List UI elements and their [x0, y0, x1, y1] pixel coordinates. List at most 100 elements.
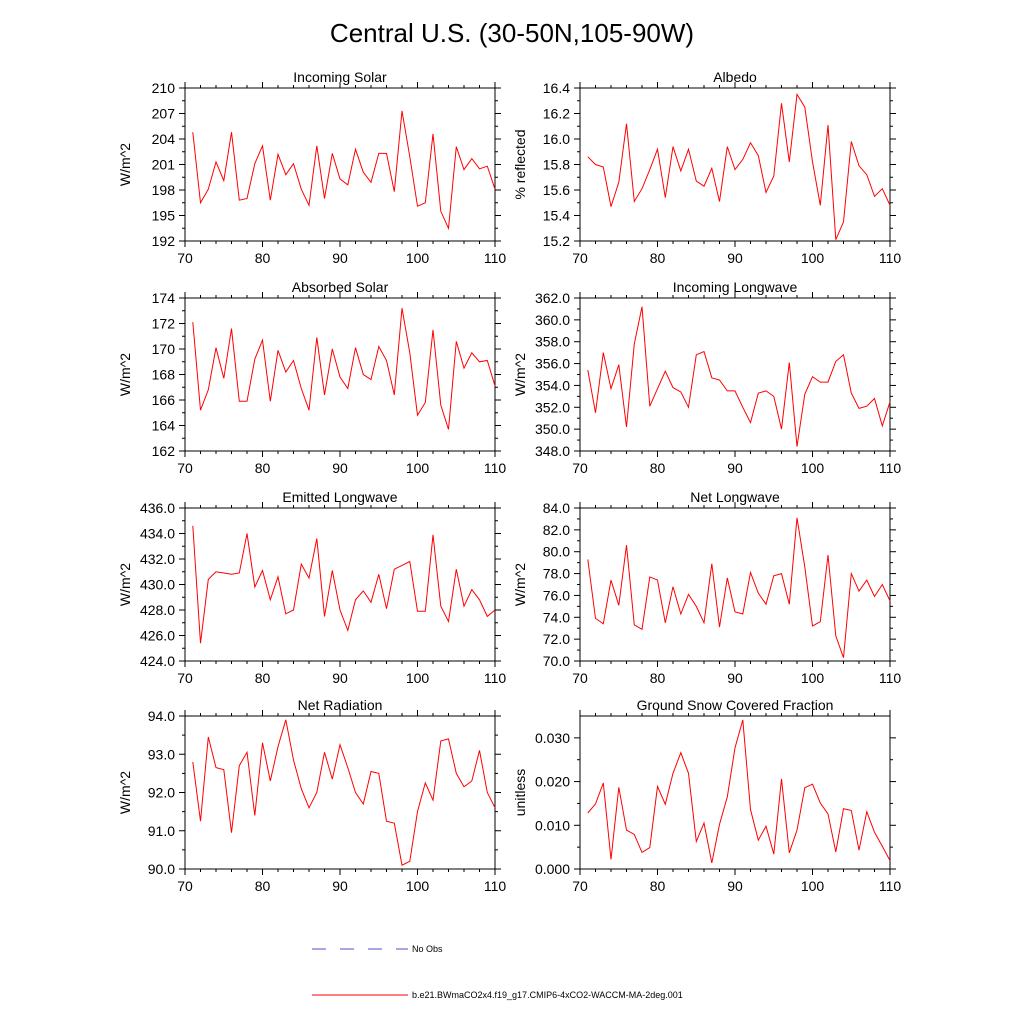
y-tick-label: 356.0: [535, 356, 570, 372]
plot-frame: [579, 507, 891, 662]
y-tick-label: 92.0: [148, 785, 175, 801]
x-tick-label: 80: [255, 460, 271, 476]
y-tick-label: 84.0: [543, 500, 570, 516]
y-tick-label: 348.0: [535, 443, 570, 459]
x-tick-label: 90: [727, 250, 743, 266]
y-tick-label: 15.8: [543, 157, 570, 173]
x-tick-label: 90: [332, 250, 348, 266]
legend-obs-label: No Obs: [412, 944, 443, 954]
y-axis-label: unitless: [512, 769, 528, 816]
x-tick-label: 90: [727, 670, 743, 686]
x-tick-label: 110: [484, 460, 507, 476]
x-tick-label: 80: [255, 670, 271, 686]
y-tick-label: 204: [152, 131, 176, 147]
x-tick-label: 100: [406, 878, 430, 894]
y-tick-label: 82.0: [543, 522, 570, 538]
series-line-incoming-longwave: [587, 306, 891, 447]
y-tick-label: 166: [152, 392, 176, 408]
y-tick-label: 434.0: [140, 526, 175, 542]
y-tick-label: 16.2: [543, 106, 570, 122]
y-tick-label: 430.0: [140, 577, 175, 593]
x-tick-label: 70: [572, 670, 588, 686]
panel-net-longwave: Net Longwave W/m^2 70.0 72.0 74.0 76.0 78.0 80.…: [512, 489, 901, 686]
panel-title: Net Longwave: [690, 489, 780, 505]
series-line-incoming-solar: [192, 110, 496, 231]
x-tick-label: 100: [801, 670, 825, 686]
y-tick-label: 195: [152, 208, 176, 224]
x-tick-label: 110: [879, 460, 902, 476]
y-axis-label: W/m^2: [512, 563, 528, 606]
y-tick-label: 90.0: [148, 861, 175, 877]
panel-ground-snow-covered-fraction: Ground Snow Covered Fraction unitless 0.00…: [512, 697, 901, 894]
x-tick-label: 80: [255, 250, 271, 266]
x-tick-label: 70: [572, 460, 588, 476]
panel-title: Albedo: [713, 69, 757, 85]
y-tick-label: 424.0: [140, 653, 175, 669]
y-tick-label: 78.0: [543, 566, 570, 582]
x-tick-label: 70: [177, 250, 193, 266]
y-tick-label: 362.0: [535, 290, 570, 306]
x-tick-label: 70: [572, 878, 588, 894]
x-tick-label: 80: [255, 878, 271, 894]
panel-incoming-longwave: Incoming Longwave W/m^2 348.0 350.0 352.0 354…: [512, 279, 901, 476]
x-tick-label: 100: [406, 250, 430, 266]
x-tick-label: 110: [484, 250, 507, 266]
legend-model-label: b.e21.BWmaCO2x4.f19_g17.CMIP6-4xCO2-WACC…: [412, 990, 683, 1000]
x-tick-label: 70: [572, 250, 588, 266]
y-tick-label: 350.0: [535, 421, 570, 437]
y-tick-label: 15.6: [543, 182, 570, 198]
y-tick-label: 0.030: [535, 730, 570, 746]
x-tick-label: 80: [650, 878, 666, 894]
y-tick-label: 15.4: [543, 208, 570, 224]
y-axis-label: W/m^2: [117, 353, 133, 396]
panel-net-radiation: Net Radiation W/m^2 90.0 91.0 92.0 93.0 94.0 70…: [117, 697, 506, 894]
x-tick-label: 90: [727, 878, 743, 894]
x-tick-label: 90: [332, 878, 348, 894]
x-tick-label: 90: [332, 460, 348, 476]
panel-incoming-solar: Incoming Solar W/m^2 192 195 198 201 204 207 210…: [117, 69, 506, 266]
y-tick-label: 192: [152, 233, 176, 249]
x-tick-label: 90: [332, 670, 348, 686]
y-tick-label: 174: [152, 290, 176, 306]
y-tick-label: 164: [152, 418, 176, 434]
x-tick-label: 110: [879, 250, 902, 266]
y-axis-label: W/m^2: [117, 563, 133, 606]
x-tick-label: 100: [406, 460, 430, 476]
panel-title: Ground Snow Covered Fraction: [637, 697, 834, 713]
y-tick-label: 198: [152, 182, 176, 198]
y-tick-label: 91.0: [148, 823, 175, 839]
y-tick-label: 0.010: [535, 817, 570, 833]
plot-frame: [184, 87, 496, 242]
x-tick-label: 70: [177, 670, 193, 686]
y-tick-label: 74.0: [543, 609, 570, 625]
y-tick-label: 80.0: [543, 544, 570, 560]
y-tick-label: 432.0: [140, 551, 175, 567]
y-tick-label: 70.0: [543, 653, 570, 669]
series-line-absorbed-solar: [192, 308, 496, 430]
x-tick-label: 100: [406, 670, 430, 686]
y-tick-label: 428.0: [140, 602, 175, 618]
panels: Incoming Solar W/m^2 192 195 198 201 204 207 210…: [117, 69, 901, 894]
series-line-albedo: [587, 92, 891, 240]
x-tick-label: 110: [484, 878, 507, 894]
legend: No Obs b.e21.BWmaCO2x4.f19_g17.CMIP6-4xC…: [312, 944, 683, 1000]
y-tick-label: 15.2: [543, 233, 570, 249]
y-axis-label: W/m^2: [512, 353, 528, 396]
x-tick-label: 100: [801, 250, 825, 266]
series-line-ground-snow-covered-fraction: [587, 719, 891, 863]
x-tick-label: 110: [879, 878, 902, 894]
y-tick-label: 352.0: [535, 399, 570, 415]
y-tick-label: 93.0: [148, 746, 175, 762]
panel-albedo: Albedo % reflected 15.2 15.4 15.6 15.8 16.0 16.…: [512, 69, 901, 266]
x-tick-label: 100: [801, 878, 825, 894]
panel-title: Incoming Longwave: [673, 279, 798, 295]
y-tick-label: 170: [152, 341, 176, 357]
y-tick-label: 162: [152, 443, 176, 459]
y-tick-label: 16.4: [543, 80, 570, 96]
x-tick-label: 80: [650, 460, 666, 476]
y-tick-label: 16.0: [543, 131, 570, 147]
panel-absorbed-solar: Absorbed Solar W/m^2 162 164 166 168 170 172 174…: [117, 279, 506, 476]
x-tick-label: 90: [727, 460, 743, 476]
panel-title: Absorbed Solar: [292, 279, 389, 295]
x-tick-label: 80: [650, 250, 666, 266]
